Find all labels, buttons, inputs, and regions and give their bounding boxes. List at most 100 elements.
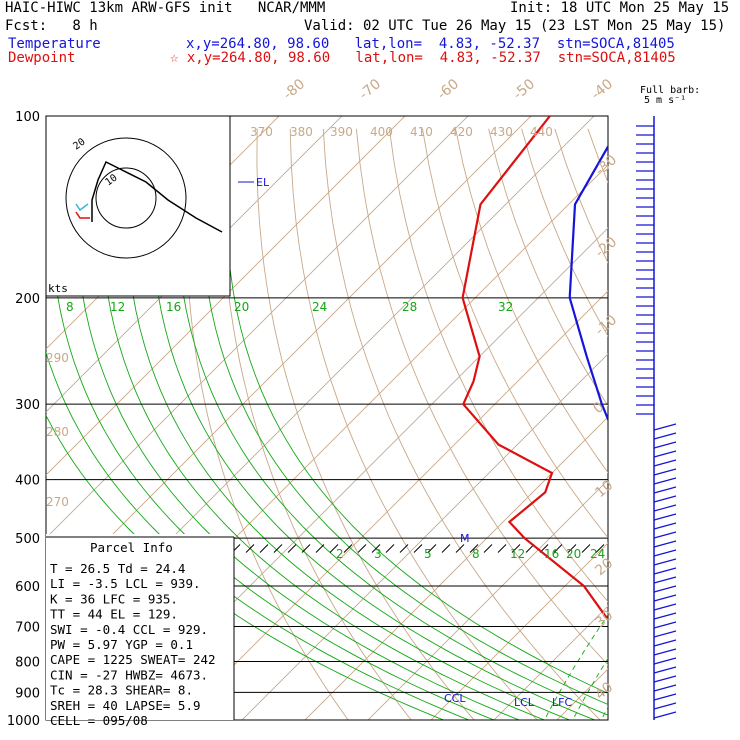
isotherm-line bbox=[46, 116, 469, 539]
wind-barb bbox=[653, 603, 677, 611]
parcel-row: K = 36 LFC = 935. bbox=[50, 591, 178, 606]
hodograph-trace-low bbox=[75, 203, 89, 212]
theta-label: 420 bbox=[450, 125, 473, 139]
hatch-mark bbox=[357, 544, 367, 553]
theta-label: 270 bbox=[46, 495, 69, 509]
hatch-mark bbox=[567, 544, 577, 553]
wind-barb bbox=[653, 612, 677, 620]
isotherm-line bbox=[46, 116, 406, 476]
wind-barb bbox=[653, 675, 677, 683]
moist-adiabat bbox=[103, 270, 546, 720]
wind-barb bbox=[653, 657, 677, 665]
hatch-mark bbox=[245, 544, 255, 553]
hatch-mark bbox=[259, 544, 269, 553]
wind-barb bbox=[653, 630, 677, 638]
wind-barb bbox=[653, 549, 677, 557]
hatch-mark bbox=[343, 544, 353, 553]
theta-label: 440 bbox=[530, 125, 553, 139]
hatch-mark bbox=[581, 544, 591, 553]
wind-barb bbox=[653, 486, 677, 494]
isotherm-label: -70 bbox=[356, 76, 384, 103]
pressure-tick-label: 200 bbox=[15, 292, 40, 307]
dry-adiabat bbox=[221, 128, 412, 720]
moist-adiabat bbox=[78, 270, 521, 720]
theta-label: 290 bbox=[46, 351, 69, 365]
wind-barb bbox=[653, 531, 677, 539]
hodograph-trace-surface bbox=[75, 211, 90, 219]
wind-barb bbox=[653, 684, 677, 692]
pressure-tick-label: 100 bbox=[15, 110, 40, 125]
parcel-row: LI = -3.5 LCL = 939. bbox=[50, 576, 201, 591]
hatch-mark bbox=[399, 544, 409, 553]
mixing-ratio-line bbox=[680, 549, 740, 733]
dry-adiabat bbox=[388, 128, 608, 603]
annotation-el: EL bbox=[256, 176, 270, 189]
annotation-lfc: LFC bbox=[552, 696, 572, 709]
hodograph-trace-upper bbox=[91, 160, 223, 233]
mixing-ratio-label: 24 bbox=[312, 300, 327, 314]
hodograph-ring-outer bbox=[65, 137, 187, 259]
wind-barb bbox=[653, 495, 677, 503]
hatch-mark bbox=[315, 544, 325, 553]
parcel-panel-bg bbox=[46, 534, 234, 720]
wind-barb bbox=[653, 450, 677, 458]
parcel-title: Parcel Info bbox=[90, 540, 173, 555]
mixing-ratio-label: 32 bbox=[498, 300, 513, 314]
dry-adiabat bbox=[488, 128, 608, 407]
isotherm-line bbox=[670, 103, 740, 733]
pressure-tick-label: 800 bbox=[15, 655, 40, 670]
dry-adiabat bbox=[289, 128, 538, 720]
hatch-mark bbox=[455, 544, 465, 553]
isotherm-line bbox=[556, 668, 608, 720]
mixing-ratio-line bbox=[623, 549, 740, 733]
mixing-ratio-label-lower: 12 bbox=[510, 547, 525, 561]
dewpoint-line bbox=[461, 116, 608, 622]
barb-legend-unit: 5 m s⁻¹ bbox=[644, 95, 687, 106]
isotherm-line bbox=[367, 479, 608, 720]
hatch-mark bbox=[301, 544, 311, 553]
wind-barb bbox=[653, 513, 677, 521]
hatch-mark bbox=[385, 544, 395, 553]
theta-label: 410 bbox=[410, 125, 433, 139]
moist-adiabat bbox=[179, 270, 608, 716]
parcel-row: Tc = 28.3 SHEAR= 8. bbox=[50, 683, 193, 698]
dry-adiabat bbox=[422, 128, 608, 539]
wind-barb bbox=[653, 567, 677, 575]
wind-barb bbox=[653, 639, 677, 647]
dry-adiabat bbox=[355, 128, 608, 666]
isotherm-line bbox=[493, 605, 608, 720]
isotherm-label: -30 bbox=[592, 152, 620, 179]
hatch-mark bbox=[413, 544, 423, 553]
hatch-mark bbox=[287, 544, 297, 553]
parcel-row: T = 26.5 Td = 24.4 bbox=[50, 561, 185, 576]
isotherm-label: -50 bbox=[510, 76, 538, 103]
isotherm-line bbox=[46, 116, 532, 602]
dry-adiabat bbox=[256, 128, 475, 720]
temperature-line bbox=[568, 144, 608, 423]
wind-barb bbox=[653, 441, 677, 449]
forecast-hour: Fcst: 8 h bbox=[5, 18, 98, 34]
isotherm-line bbox=[304, 416, 608, 720]
isotherm-label: -40 bbox=[588, 76, 616, 103]
mixing-ratio-label: 16 bbox=[166, 300, 181, 314]
hatch-mark bbox=[483, 544, 493, 553]
temperature-station-info: x,y=264.80, 98.60 lat,lon= 4.83, -52.37 … bbox=[186, 36, 675, 52]
isotherm-line bbox=[178, 290, 608, 720]
moist-adiabat bbox=[53, 270, 496, 720]
wind-barb bbox=[653, 666, 677, 674]
hatch-mark bbox=[441, 544, 451, 553]
dry-adiabat bbox=[322, 128, 601, 720]
theta-label: 400 bbox=[370, 125, 393, 139]
wind-barb bbox=[653, 432, 677, 440]
mixing-ratio-label-lower: 8 bbox=[472, 547, 480, 561]
pressure-tick-label: 600 bbox=[15, 580, 40, 595]
chart-title: HAIC-HIWC 13km ARW-GFS init NCAR/MMM bbox=[5, 0, 326, 16]
moist-adiabat bbox=[128, 270, 571, 720]
init-time: Init: 18 UTC Mon 25 May 15 bbox=[510, 0, 730, 16]
wind-barb bbox=[653, 702, 677, 710]
wind-barb bbox=[653, 477, 677, 485]
valid-time: Valid: 02 UTC Tue 26 May 15 (23 LST Mon … bbox=[304, 18, 726, 34]
mixing-ratio-label-lower: 20 bbox=[566, 547, 581, 561]
mixing-ratio-label-lower: 24 bbox=[590, 547, 605, 561]
